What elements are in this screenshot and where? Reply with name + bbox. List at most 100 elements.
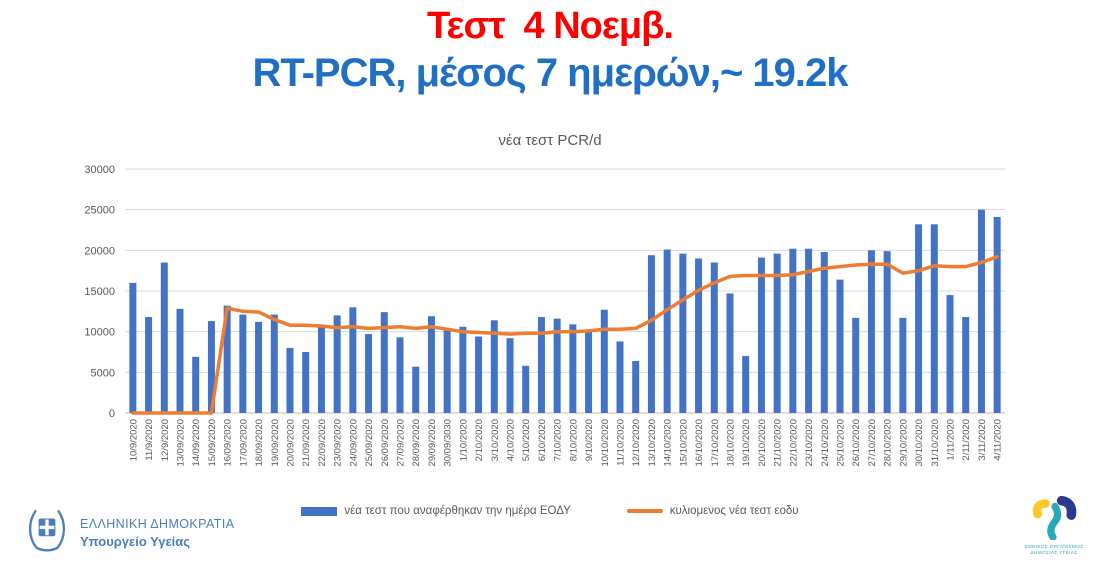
x-tick-label: 11/9/2020	[144, 419, 155, 461]
x-tick-label: 4/11/2020	[993, 419, 1004, 461]
x-axis-labels: 10/9/2020 11/9/2020 12/9/2020 13/09/2020 14/…	[128, 419, 1003, 467]
x-tick-label: 12/9/2020	[160, 419, 171, 461]
bar-3/11/2020	[977, 209, 985, 413]
x-tick-label: 8/10/2020	[568, 419, 579, 461]
bar-23/09/2020	[333, 315, 341, 413]
bar-15/09/2020	[207, 321, 215, 413]
x-tick-label: 17/10/2020	[710, 419, 721, 467]
ministry-of-health-label: Υπουργείο Υγείας	[80, 533, 191, 549]
bar-10/9/2020	[129, 282, 137, 413]
eody-logo-icon	[1025, 495, 1083, 544]
x-tick-label: 30/09/3030	[443, 419, 454, 467]
eody-text-block: ΕΘΝΙΚΟΣ ΟΡΓΑΝΙΣΜΟΣ ΔΗΜΟΣΙΑΣ ΥΓΕΙΑΣ	[1018, 545, 1090, 557]
bar-12/9/2020	[160, 262, 168, 413]
eody-branding: ΕΘΝΙΚΟΣ ΟΡΓΑΝΙΣΜΟΣ ΔΗΜΟΣΙΑΣ ΥΓΕΙΑΣ	[1018, 494, 1090, 557]
bar-9/10/2020	[585, 331, 593, 413]
eody-org-line1: ΕΘΝΙΚΟΣ ΟΡΓΑΝΙΣΜΟΣ	[1024, 545, 1084, 550]
bar-14/09/2020	[192, 356, 200, 413]
x-tick-label: 19/09/2020	[270, 419, 281, 467]
x-tick-label: 2/10/2020	[474, 419, 485, 461]
bar-18/09/2020	[255, 321, 263, 413]
bar-30/10/2020	[915, 224, 923, 413]
bar-1/11/2020	[946, 295, 954, 413]
bar-2/11/2020	[962, 317, 970, 413]
bar-21/09/2020	[302, 352, 310, 413]
x-tick-label: 17/09/2020	[238, 419, 249, 467]
bar-3/10/2020	[490, 320, 498, 413]
x-tick-label: 3/10/2020	[490, 419, 501, 461]
x-tick-label: 13/10/2020	[647, 419, 658, 467]
y-tick-label: 10000	[84, 327, 115, 339]
hellenic-republic-label: ΕΛΛΗΝΙΚΗ ΔΗΜΟΚΡΑΤΙΑ	[80, 516, 235, 531]
x-tick-label: 6/10/2020	[537, 419, 548, 461]
x-tick-label: 23/10/2020	[804, 419, 815, 467]
y-axis-labels: 0 5000 10000 15000 20000 25000 30000	[84, 164, 115, 420]
x-tick-label: 18/09/2020	[254, 419, 265, 467]
x-tick-label: 27/10/2020	[867, 419, 878, 467]
bar-20/09/2020	[286, 347, 294, 413]
x-tick-label: 29/10/2020	[898, 419, 909, 467]
hellenic-republic-emblem-icon	[26, 508, 68, 557]
x-tick-label: 10/10/2020	[600, 419, 611, 467]
y-tick-label: 15000	[84, 286, 115, 298]
bar-4/11/2020	[993, 216, 1001, 413]
line-series-swatch	[626, 509, 663, 513]
x-tick-label: 4/10/2020	[506, 419, 517, 461]
x-tick-label: 14/10/2020	[663, 419, 674, 467]
bar-24/09/2020	[349, 307, 357, 413]
bar-21/10/2020	[773, 253, 781, 413]
x-tick-label: 13/09/2020	[176, 419, 187, 467]
bar-16/10/2020	[695, 258, 703, 413]
x-tick-label: 14/09/2020	[191, 419, 202, 467]
x-tick-label: 24/09/2020	[348, 419, 359, 467]
y-tick-label: 25000	[84, 205, 115, 217]
x-tick-label: 21/09/2020	[301, 419, 312, 467]
bar-29/09/2020	[427, 316, 435, 413]
bar-25/10/2020	[836, 279, 844, 413]
x-tick-label: 15/10/2020	[678, 419, 689, 467]
x-tick-label: 12/10/2020	[631, 419, 642, 467]
bar-series-swatch	[301, 506, 338, 516]
bar-23/10/2020	[805, 248, 813, 413]
bar-16/09/2020	[223, 305, 231, 413]
bar-11/10/2020	[616, 341, 624, 413]
x-tick-label: 18/10/2020	[726, 419, 737, 467]
bar-6/10/2020	[537, 317, 545, 413]
daily-tests-bars	[129, 209, 1001, 413]
legend-item-line: κυλιομενος νέα τεστ εοδυ	[626, 505, 799, 517]
bar-series-label: νέα τεστ που αναφέρθηκαν την ημέρα ΕΟΔΥ	[344, 505, 571, 517]
x-tick-label: 28/10/2020	[883, 419, 894, 467]
x-tick-label: 29/09/2020	[427, 419, 438, 467]
x-tick-label: 31/10/2020	[930, 419, 941, 467]
bar-14/10/2020	[663, 249, 671, 413]
bar-2/10/2020	[475, 336, 483, 413]
bar-28/10/2020	[883, 251, 891, 413]
y-tick-label: 30000	[84, 164, 115, 176]
x-tick-label: 20/10/2020	[757, 419, 768, 467]
slide-header: Τεστ 4 Νοεμβ. RT-PCR, μέσος 7 ημερών,~ 1…	[0, 2, 1100, 96]
x-tick-label: 7/10/2020	[553, 419, 564, 461]
x-tick-label: 26/09/2020	[380, 419, 391, 467]
x-tick-label: 16/09/2020	[223, 419, 234, 467]
bar-22/10/2020	[789, 248, 797, 413]
x-tick-label: 15/09/2020	[207, 419, 218, 467]
x-tick-label: 20/09/2020	[286, 419, 297, 467]
bar-15/10/2020	[679, 253, 687, 413]
x-tick-label: 22/10/2020	[788, 419, 799, 467]
bar-10/10/2020	[600, 309, 608, 413]
chart-title: νέα τεστ PCR/d	[498, 132, 601, 149]
bar-24/10/2020	[820, 251, 828, 413]
bar-17/09/2020	[239, 314, 247, 413]
bar-26/10/2020	[852, 317, 860, 413]
x-tick-label: 1/11/2020	[946, 419, 957, 461]
bar-27/09/2020	[396, 337, 404, 413]
bar-25/09/2020	[365, 334, 373, 413]
x-tick-label: 28/09/2020	[411, 419, 422, 467]
x-tick-label: 1/10/2020	[458, 419, 469, 461]
ministry-of-health-branding: ΕΛΛΗΝΙΚΗ ΔΗΜΟΚΡΑΤΙΑ Υπουργείο Υγείας	[26, 508, 234, 557]
x-tick-label: 23/09/2020	[333, 419, 344, 467]
bar-8/10/2020	[569, 324, 577, 413]
x-tick-label: 25/09/2020	[364, 419, 375, 467]
bar-19/10/2020	[742, 356, 750, 413]
ministry-text-block: ΕΛΛΗΝΙΚΗ ΔΗΜΟΚΡΑΤΙΑ Υπουργείο Υγείας	[80, 517, 234, 549]
